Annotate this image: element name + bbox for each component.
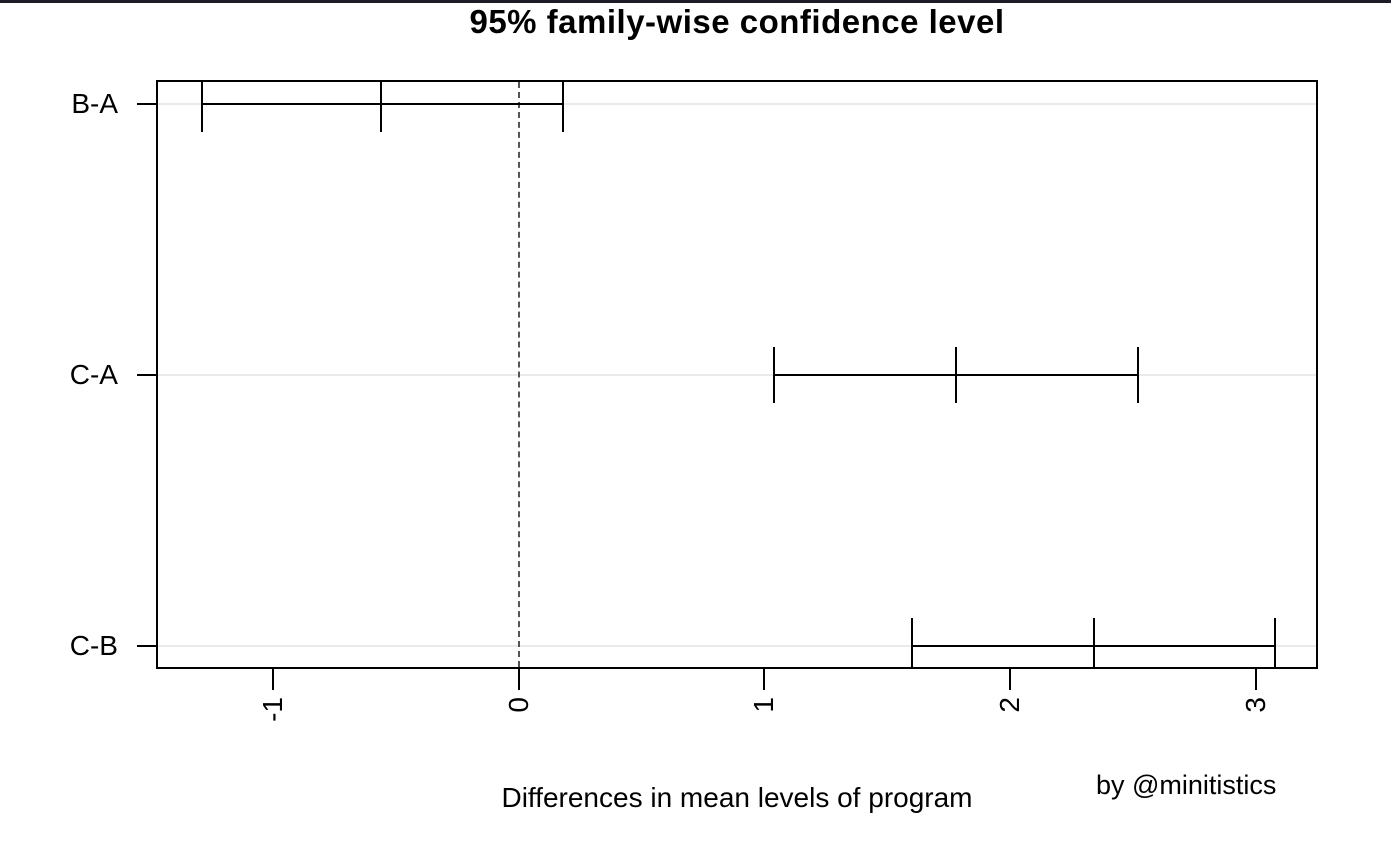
- zero-reference-line: [517, 82, 520, 667]
- plot-area: [156, 80, 1318, 669]
- attribution-text: by @minitistics: [1096, 770, 1277, 800]
- y-axis-tick: [137, 374, 156, 377]
- x-axis-tick-label: 2: [994, 697, 1026, 713]
- row-gridline: [158, 644, 1316, 647]
- row-gridline: [158, 374, 1316, 377]
- interval-upper-cap: [1136, 347, 1139, 404]
- interval-center-tick: [1092, 617, 1095, 667]
- x-axis-tick: [763, 669, 766, 690]
- confidence-interval-line: [201, 103, 563, 106]
- x-axis-title: Differences in mean levels of program: [501, 782, 973, 813]
- y-axis-label: C-B: [69, 629, 118, 661]
- x-axis-tick-label: 0: [502, 697, 534, 713]
- interval-center-tick: [955, 347, 958, 404]
- x-axis-tick: [517, 669, 520, 690]
- y-axis-tick: [137, 103, 156, 106]
- interval-lower-cap: [910, 617, 913, 667]
- interval-upper-cap: [1274, 617, 1277, 667]
- y-axis-label: B-A: [71, 88, 118, 120]
- interval-center-tick: [380, 82, 383, 133]
- x-axis-tick-label: 3: [1239, 697, 1271, 713]
- x-axis: -1 0 1 2 3: [156, 669, 1318, 799]
- x-axis-tick: [1254, 669, 1257, 690]
- y-axis: B-A C-A C-B: [0, 80, 156, 669]
- x-axis-tick-label: 1: [748, 697, 780, 713]
- interval-upper-cap: [561, 82, 564, 133]
- row-gridline: [158, 103, 1316, 106]
- window-top-edge: [0, 0, 1391, 3]
- interval-lower-cap: [773, 347, 776, 404]
- x-axis-tick: [271, 669, 274, 690]
- chart-title: 95% family-wise confidence level: [469, 3, 1005, 40]
- y-axis-label: C-A: [69, 359, 118, 391]
- x-axis-tick: [1009, 669, 1012, 690]
- interval-lower-cap: [200, 82, 203, 133]
- x-axis-tick-label: -1: [256, 697, 288, 722]
- y-axis-tick: [137, 644, 156, 647]
